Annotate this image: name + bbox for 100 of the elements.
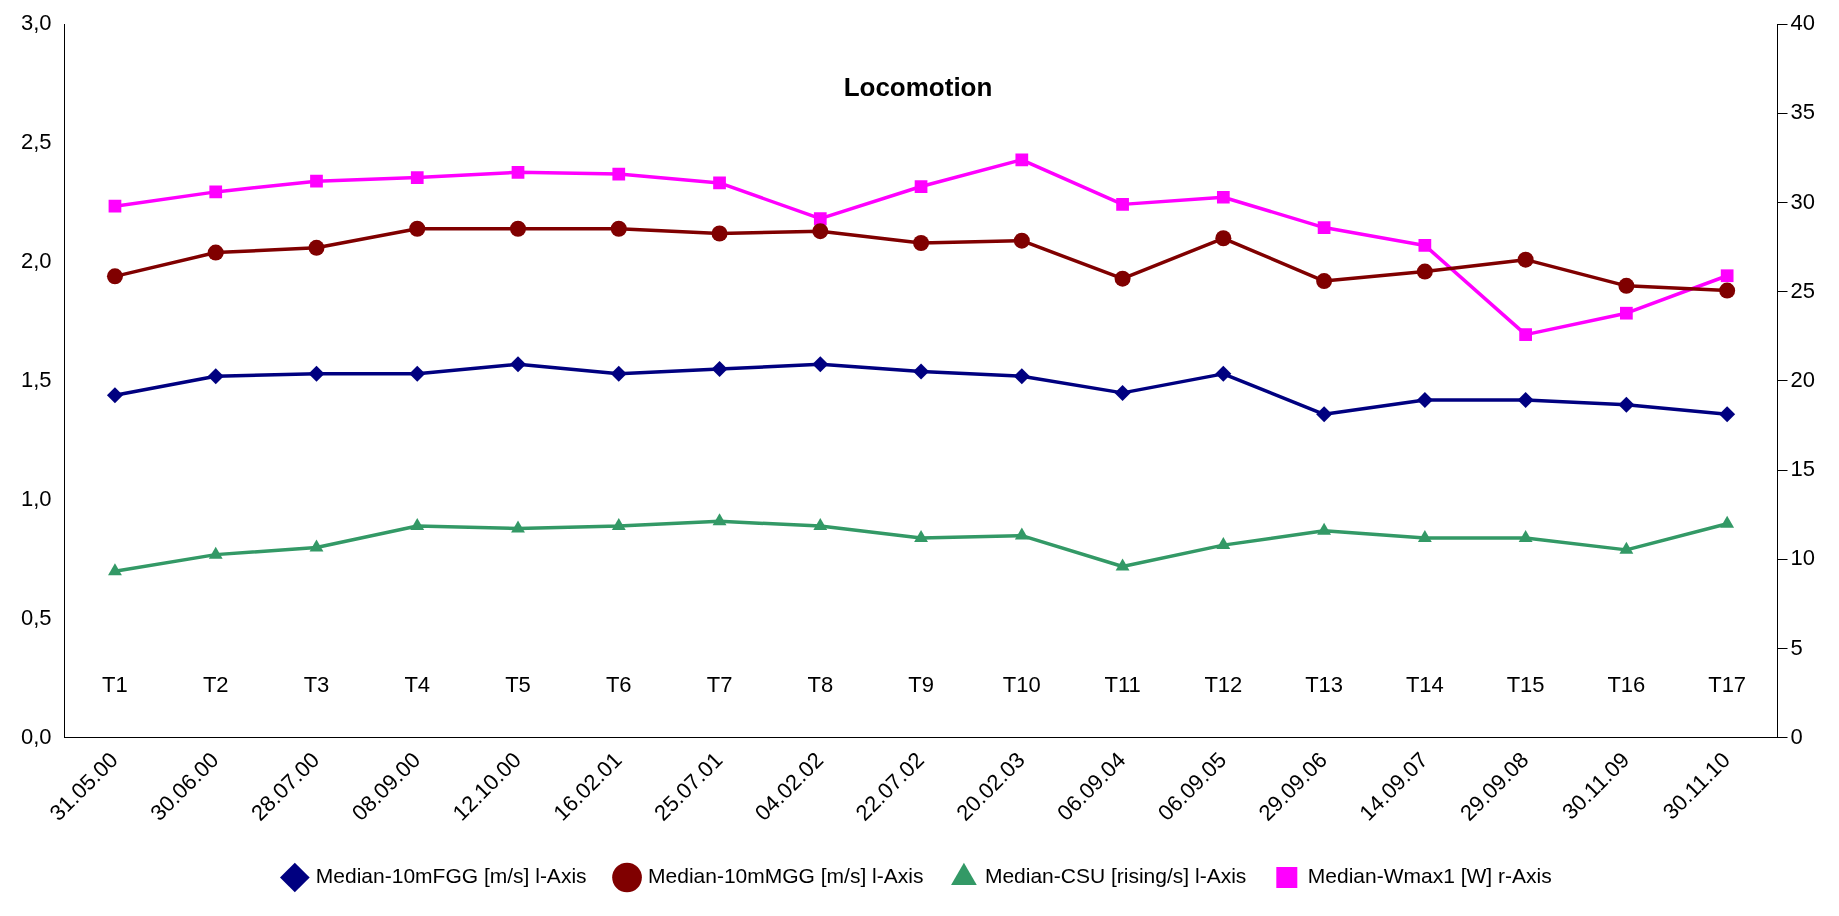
point	[1114, 384, 1131, 401]
point	[812, 223, 829, 240]
point	[1416, 263, 1433, 280]
point	[1215, 230, 1232, 247]
y-tick-label: 0,5	[20, 604, 52, 630]
point	[1518, 529, 1533, 542]
point	[610, 220, 627, 237]
point	[1719, 406, 1736, 423]
point	[510, 220, 527, 237]
point	[913, 363, 930, 380]
point	[711, 225, 728, 242]
point	[511, 520, 525, 533]
point	[1720, 515, 1735, 528]
y2-tick-label: 35	[1790, 99, 1816, 125]
legend-label: Median-10mMGG [m/s] l-Axis	[648, 864, 924, 888]
point	[309, 539, 324, 552]
y2-tick-label: 30	[1790, 188, 1816, 214]
annotation: T16	[1607, 671, 1646, 697]
point	[1115, 558, 1130, 571]
text: Locomotion	[843, 71, 993, 102]
point	[1216, 190, 1230, 204]
point	[409, 365, 426, 382]
point	[1216, 537, 1231, 550]
y2-tick-label: 10	[1790, 545, 1816, 571]
y2-tick-label: 25	[1790, 277, 1816, 303]
legend-label: Median-10mFGG [m/s] l-Axis	[315, 864, 587, 888]
point	[106, 387, 123, 404]
point	[108, 199, 122, 213]
point	[1015, 153, 1029, 167]
point	[409, 220, 426, 237]
point	[1316, 406, 1333, 423]
y-tick-label: 1,5	[20, 367, 52, 393]
point	[511, 165, 525, 179]
point	[207, 368, 224, 385]
point	[611, 518, 626, 531]
legend-label: Median-Wmax1 [W] r-Axis	[1307, 864, 1552, 888]
point	[812, 356, 829, 373]
point	[914, 529, 928, 542]
y-tick-label: 0,0	[20, 723, 52, 749]
point	[1517, 392, 1534, 409]
point	[712, 513, 727, 526]
annotation: T7	[706, 671, 733, 697]
point	[1317, 221, 1331, 234]
point	[914, 180, 928, 193]
point	[1317, 522, 1332, 535]
y-tick-label: 2,5	[20, 129, 52, 155]
point	[1316, 273, 1333, 290]
point	[1618, 396, 1635, 413]
point	[410, 518, 425, 531]
point	[1013, 232, 1030, 249]
point	[510, 356, 527, 373]
point	[813, 212, 827, 226]
y2-tick-label: 40	[1790, 10, 1816, 36]
point	[308, 365, 325, 382]
point	[610, 365, 627, 382]
annotation: T2	[202, 671, 229, 697]
point	[1720, 269, 1734, 283]
y-tick-label: 1,0	[20, 485, 52, 511]
point	[108, 563, 122, 576]
annotation: T3	[303, 671, 330, 697]
point	[1517, 251, 1534, 268]
point	[1417, 529, 1432, 542]
y-tick-label: 2,0	[20, 248, 52, 274]
annotation: T17	[1708, 671, 1747, 697]
point	[1618, 277, 1635, 294]
point	[711, 361, 728, 378]
point	[1116, 198, 1129, 211]
annotation: T9	[908, 671, 934, 697]
y2-tick-label: 5	[1790, 634, 1803, 660]
point	[1114, 270, 1131, 287]
annotation: T6	[605, 671, 632, 697]
point	[1014, 527, 1029, 540]
point	[310, 174, 323, 188]
point	[207, 244, 224, 261]
point	[208, 546, 223, 559]
annotation: T12	[1204, 671, 1243, 697]
y2-tick-label: 15	[1790, 456, 1816, 482]
annotation: T13	[1305, 671, 1344, 697]
annotation: T5	[505, 671, 531, 697]
y2-tick-label: 20	[1790, 367, 1816, 393]
point	[410, 171, 424, 184]
point	[209, 185, 223, 199]
annotation: T8	[807, 671, 834, 697]
annotation: T11	[1104, 671, 1141, 697]
point	[1416, 392, 1433, 409]
annotation: T4	[404, 671, 431, 697]
y-tick-label: 3,0	[20, 10, 52, 36]
point	[1215, 365, 1232, 382]
point	[713, 176, 726, 190]
annotation: T14	[1405, 671, 1444, 697]
point	[913, 235, 930, 252]
point	[1013, 368, 1030, 385]
legend-label: Median-CSU [rising/s] l-Axis	[984, 864, 1247, 888]
point	[1620, 306, 1633, 320]
point	[1418, 239, 1432, 252]
annotation: T10	[1002, 671, 1041, 697]
annotation: T1	[102, 671, 128, 697]
point	[612, 167, 626, 181]
point	[308, 239, 325, 256]
point	[1719, 282, 1736, 299]
